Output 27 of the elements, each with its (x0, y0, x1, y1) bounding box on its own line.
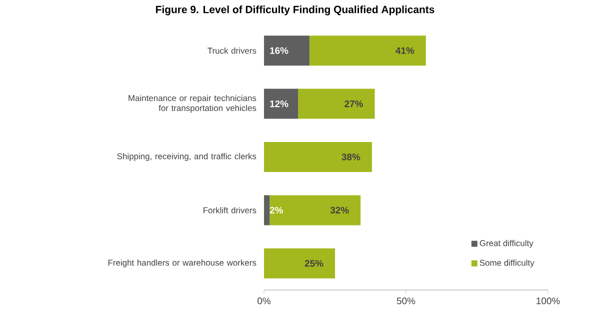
data-label: 16% (270, 47, 288, 54)
x-tick-label: 50% (396, 298, 416, 304)
bar (309, 36, 426, 66)
data-label: 12% (270, 100, 288, 108)
chart-title: Figure 9. Level of Difficulty Finding Qualified Applicants (156, 6, 434, 16)
bar (264, 195, 270, 226)
data-label: 32% (330, 206, 349, 214)
bar (270, 195, 361, 226)
x-tick-label: 0% (258, 298, 271, 304)
x-tick-label: 100% (536, 298, 560, 304)
bar (264, 142, 372, 172)
legend-label: Great difficulty (480, 240, 534, 248)
data-label: 38% (342, 154, 360, 160)
legend-label: Some difficulty (480, 260, 534, 268)
data-label: 2% (270, 206, 283, 214)
data-label: 25% (304, 260, 324, 267)
y-tick-label: Maintenance or repair technicians for transportation vehicles (128, 94, 256, 113)
bar (264, 36, 310, 66)
bar (264, 88, 298, 119)
y-tick-label: Shipping, receiving, and traffic clerks (117, 153, 256, 161)
y-tick-label: Forklift drivers (204, 207, 256, 214)
bar (264, 248, 336, 278)
y-tick-label: Freight handlers or warehouse workers (108, 259, 256, 268)
data-label: 41% (396, 47, 414, 54)
data-label: 27% (344, 100, 364, 108)
y-tick-label: Truck drivers (208, 47, 256, 54)
bar (298, 88, 375, 119)
